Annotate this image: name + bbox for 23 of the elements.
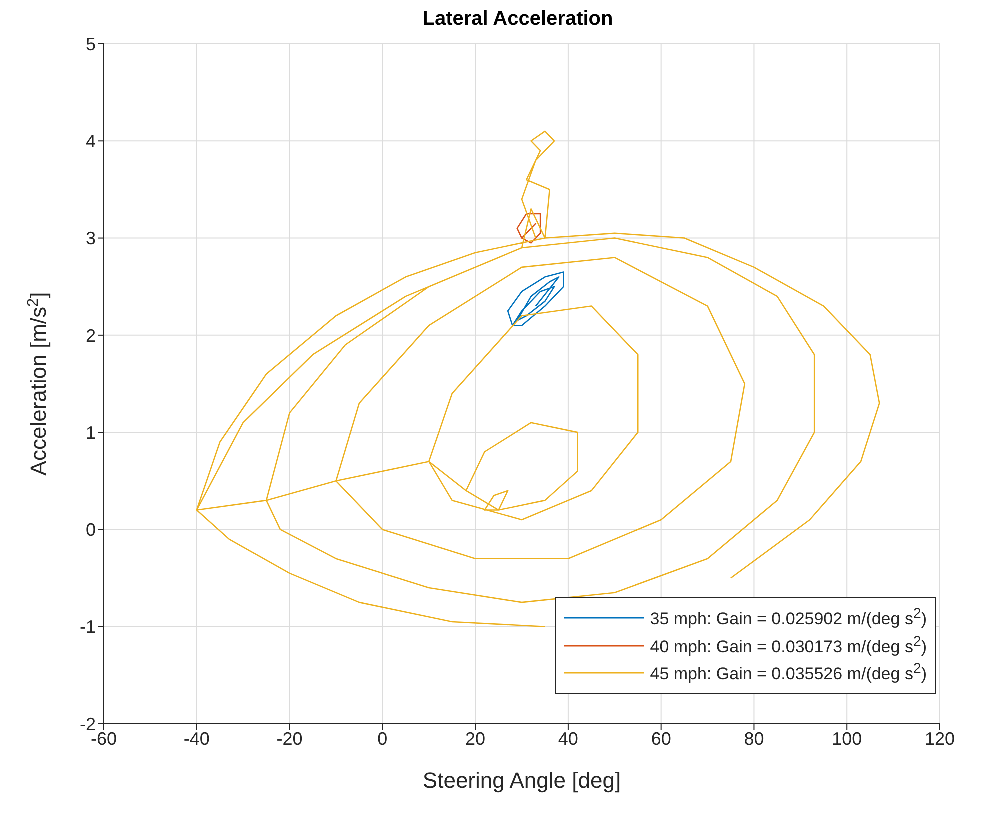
x-axis-title: Steering Angle [deg] [422, 768, 622, 793]
legend-label: 35 mph: Gain = 0.025902 m/(deg s$^{2}$) [650, 606, 927, 630]
y-tick-label: 4 [86, 132, 96, 152]
x-tick-label: 100 [832, 728, 862, 749]
line-series [507, 272, 564, 326]
y-tick-label: 3 [86, 228, 96, 249]
y-tick-label: -1 [80, 617, 96, 638]
y-tick-label: 5 [86, 34, 96, 54]
x-tick-label: 0 [378, 728, 388, 749]
y-tick-label: 1 [86, 422, 96, 443]
x-tick-label: 60 [651, 728, 672, 749]
y-tick-label: 0 [86, 520, 96, 540]
line-series [516, 213, 542, 244]
legend-label: 40 mph: Gain = 0.030173 m/(deg s$^{2}$) [650, 634, 927, 658]
x-tick-label: 120 [924, 728, 956, 749]
legend-label: 45 mph: Gain = 0.035526 m/(deg s$^{2}$) [650, 661, 927, 685]
y-tick-label: 2 [86, 326, 96, 346]
x-tick-label: -40 [184, 728, 210, 749]
x-tick-label: 40 [558, 728, 578, 749]
chart-title: Lateral Acceleration [422, 8, 614, 32]
x-tick-label: -20 [276, 728, 303, 749]
x-tick-label: 80 [744, 728, 764, 749]
x-tick-label: 20 [466, 728, 486, 749]
